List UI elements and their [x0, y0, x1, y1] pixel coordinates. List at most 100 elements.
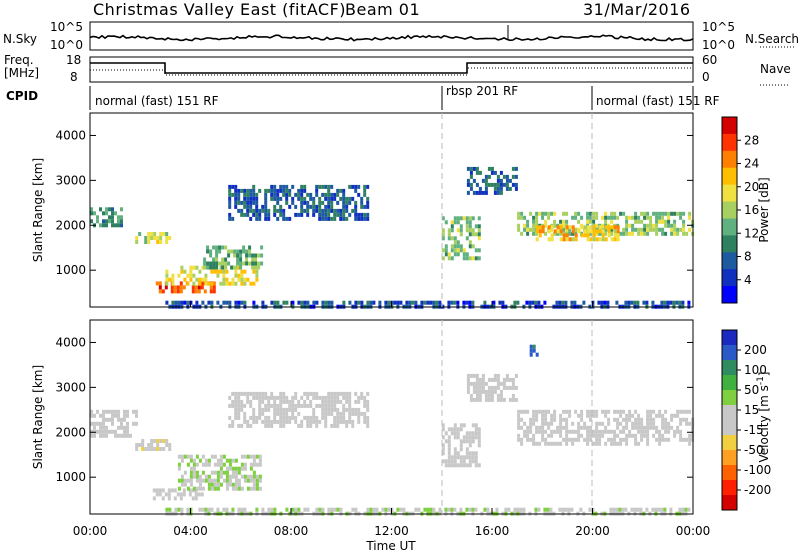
velocity-cell-4	[315, 419, 319, 424]
power-cell-9	[583, 229, 587, 234]
power-cell-10	[492, 300, 496, 305]
power-cell-3	[186, 281, 190, 286]
power-cell-2	[191, 289, 195, 294]
velocity-cell-8	[577, 429, 581, 434]
power-cell-4	[212, 257, 216, 262]
power-cell-5	[315, 184, 319, 189]
power-cell-8	[526, 223, 530, 228]
power-cell-0	[102, 223, 105, 228]
velocity-cell-4	[324, 411, 328, 416]
power-cell-9	[607, 225, 611, 230]
power-cell-5	[342, 200, 346, 205]
velocity-cell-4	[285, 419, 289, 424]
power-cell-8	[604, 215, 608, 220]
velocity-cell-8	[586, 437, 590, 442]
velocity-cell-0	[105, 417, 108, 422]
velocity-cell-6	[493, 373, 497, 378]
power-cell-8	[520, 215, 524, 220]
velocity-cell-9	[432, 507, 436, 512]
power-cell-10	[243, 300, 247, 305]
power-cell-6	[453, 248, 457, 253]
velocity-cell-3	[252, 486, 256, 491]
velocity-cell-9	[165, 507, 169, 512]
power-cell-8	[550, 227, 554, 232]
velocity-cell-6	[484, 397, 488, 402]
velocity-cell-7	[532, 348, 536, 353]
power-cell-10	[687, 300, 691, 305]
power-cell-4	[221, 265, 225, 270]
velocity-cell-3	[243, 474, 247, 479]
xtick-label-5: 20:00	[575, 524, 610, 538]
velocity-cell-4	[342, 395, 346, 400]
velocity-cell-9	[543, 507, 547, 512]
velocity-cell-3	[198, 482, 202, 487]
velocity-cell-5	[456, 463, 460, 468]
velocity-cell-8	[568, 413, 572, 418]
velocity-cell-2	[176, 492, 180, 497]
velocity-cell-7	[529, 344, 533, 349]
ytick-label-2: 3000	[55, 173, 86, 187]
power-cell-5	[273, 188, 277, 193]
velocity-cell-8	[544, 441, 548, 446]
power-cell-9	[589, 229, 593, 234]
velocity-cell-8	[586, 429, 590, 434]
velocity-cell-0	[90, 421, 93, 426]
velocity-cell-8	[568, 409, 572, 414]
power-cell-5	[354, 204, 358, 209]
velocity-cell-4	[279, 391, 283, 396]
power-cell-6	[465, 256, 469, 261]
velocity-cell-4	[246, 395, 250, 400]
power-cell-7	[469, 186, 473, 191]
power-cell-4	[227, 253, 231, 258]
power-cell-5	[252, 208, 256, 213]
power-colorbar-tick-label-4: 12	[744, 226, 759, 240]
power-cell-4	[233, 249, 237, 254]
velocity-cell-4	[363, 415, 367, 420]
velocity-cell-8	[655, 437, 659, 442]
velocity-cell-8	[625, 413, 629, 418]
power-cell-0	[90, 219, 93, 224]
power-cell-5	[318, 208, 322, 213]
velocity-cell-8	[541, 417, 545, 422]
velocity-cell-4	[267, 423, 271, 428]
power-cell-8	[658, 211, 662, 216]
velocity-cell-4	[267, 407, 271, 412]
velocity-cell-8	[667, 425, 671, 430]
velocity-cell-4	[234, 399, 238, 404]
power-cell-9	[592, 237, 596, 242]
velocity-cell-5	[450, 459, 454, 464]
velocity-cell-8	[598, 429, 602, 434]
power-cell-3	[183, 277, 187, 282]
velocity-cell-8	[637, 441, 641, 446]
power-cell-2	[158, 289, 162, 294]
velocity-cell-8	[517, 409, 521, 414]
power-cell-10	[465, 300, 469, 305]
power-cell-4	[254, 257, 258, 262]
velocity-cell-7	[535, 352, 539, 357]
power-cell-0	[120, 207, 123, 212]
velocity-cell-3	[219, 466, 223, 471]
velocity-cell-6	[475, 389, 479, 394]
velocity-cell-3	[213, 486, 217, 491]
power-cell-5	[273, 212, 277, 217]
power-cell-8	[589, 231, 593, 236]
velocity-cell-8	[595, 441, 599, 446]
velocity-cell-3	[252, 462, 256, 467]
power-cell-5	[252, 196, 256, 201]
power-cell-9	[580, 233, 584, 238]
power-cell-6	[441, 256, 445, 261]
velocity-cell-0	[114, 409, 117, 414]
power-cell-8	[541, 211, 545, 216]
velocity-cell-4	[348, 419, 352, 424]
velocity-cell-0	[102, 409, 105, 414]
power-cell-5	[297, 196, 301, 201]
power-cell-6	[468, 216, 472, 221]
velocity-cell-7	[529, 348, 533, 353]
velocity-cell-8	[562, 437, 566, 442]
velocity-cell-2	[182, 488, 186, 493]
velocity-cell-9	[534, 507, 538, 512]
power-cell-5	[312, 212, 316, 217]
velocity-cell-1	[168, 443, 172, 447]
velocity-cell-9	[579, 507, 583, 512]
power-cell-8	[580, 215, 584, 220]
